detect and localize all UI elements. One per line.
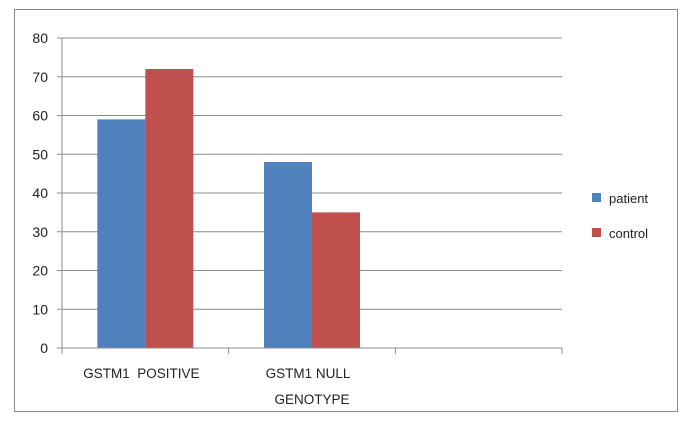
bar-patient [97, 119, 146, 348]
y-tick-label: 60 [32, 108, 48, 124]
legend-label-patient: patient [609, 191, 648, 206]
y-tick-label: 40 [32, 185, 48, 201]
y-tick-label: 70 [32, 69, 48, 85]
bar-patient [264, 162, 312, 348]
y-tick-label: 10 [32, 301, 48, 317]
bars [97, 69, 360, 348]
y-tick-label: 0 [40, 340, 48, 356]
bar-control [145, 69, 194, 348]
x-category-label: GSTM1 POSITIVE [83, 366, 199, 381]
bar-control [312, 212, 360, 348]
x-category-label: GSTM1 NULL [266, 366, 351, 381]
y-tick-label: 20 [32, 263, 48, 279]
y-tick-label: 50 [32, 146, 48, 162]
y-tick-label: 30 [32, 224, 48, 240]
axes [61, 38, 563, 354]
legend-swatch-patient [592, 193, 601, 202]
x-axis-label: GENOTYPE [274, 392, 349, 407]
y-tick-label: 80 [32, 30, 48, 46]
y-tick-labels: 0 10 20 30 40 50 60 70 80 [32, 30, 48, 356]
x-category-labels: GSTM1 POSITIVE GSTM1 NULL [83, 366, 351, 381]
legend-swatch-control [592, 228, 601, 237]
legend: patient control [592, 191, 648, 241]
legend-label-control: control [609, 226, 648, 241]
